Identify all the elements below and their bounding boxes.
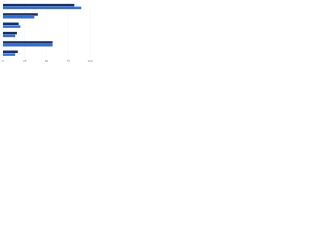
bar: [3, 25, 21, 28]
bar: [3, 50, 18, 54]
bar: [3, 41, 53, 44]
bar: [3, 53, 16, 56]
x-tick-label: 25: [23, 59, 27, 63]
bar: [3, 16, 35, 19]
bar: [3, 34, 16, 38]
bar: [3, 22, 19, 26]
x-tick-label: 100: [87, 59, 92, 63]
bar: [3, 3, 75, 7]
bar: [3, 31, 17, 35]
x-tick-label: 0: [2, 59, 4, 63]
x-tick-label: 75: [67, 59, 71, 63]
bar: [3, 13, 38, 16]
bar: [3, 44, 53, 47]
bar: [3, 6, 82, 10]
x-tick-label: 50: [45, 59, 49, 63]
chart: 0 25 50 75 100: [2, 2, 93, 63]
page: {"chart_data": {"type": "hbar", "categor…: [0, 0, 100, 71]
